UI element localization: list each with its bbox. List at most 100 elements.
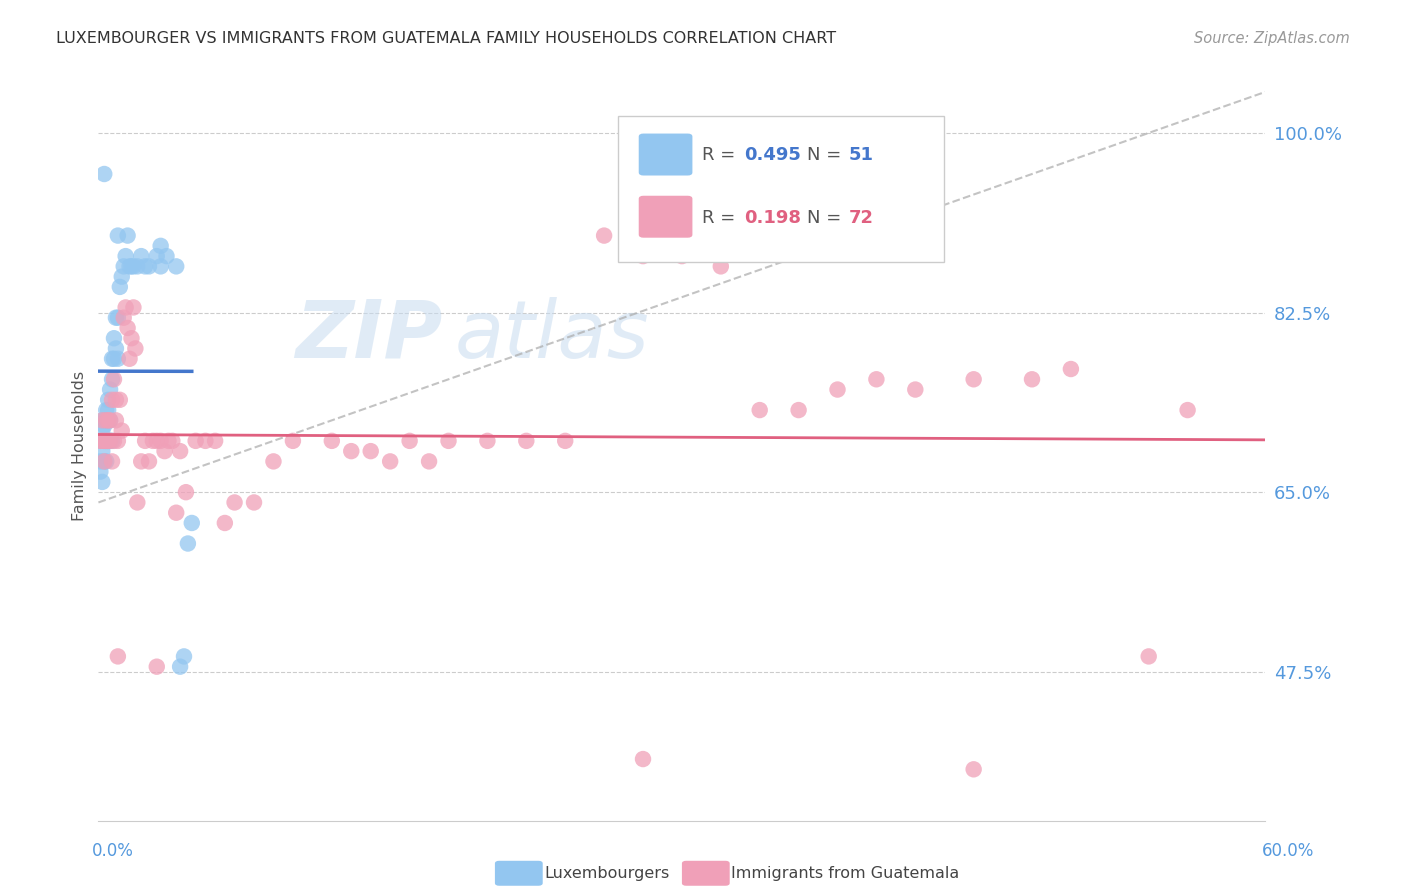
Point	[122, 301, 145, 315]
Point	[962, 762, 984, 776]
Point	[101, 351, 124, 366]
FancyBboxPatch shape	[638, 195, 692, 237]
Point	[104, 310, 127, 325]
Point	[89, 465, 111, 479]
Point	[91, 434, 114, 448]
FancyBboxPatch shape	[638, 134, 692, 176]
Point	[146, 659, 169, 673]
Point	[107, 649, 129, 664]
Point	[129, 454, 152, 468]
Point	[787, 403, 810, 417]
Point	[827, 383, 849, 397]
Point	[93, 454, 115, 468]
Point	[97, 413, 120, 427]
Point	[97, 392, 120, 407]
Point	[111, 269, 134, 284]
Point	[108, 280, 131, 294]
Point	[153, 444, 176, 458]
Point	[515, 434, 537, 448]
Point	[93, 454, 115, 468]
Point	[122, 260, 145, 274]
Point	[93, 434, 115, 448]
Point	[91, 413, 114, 427]
Point	[121, 331, 143, 345]
Point	[157, 434, 180, 448]
Point	[98, 413, 121, 427]
Point	[174, 485, 197, 500]
Text: Luxembourgers: Luxembourgers	[544, 866, 669, 880]
Text: N =: N =	[807, 146, 846, 164]
Point	[162, 434, 184, 448]
Point	[89, 434, 111, 448]
Point	[101, 392, 124, 407]
Point	[180, 516, 202, 530]
Point	[146, 434, 169, 448]
Text: Immigrants from Guatemala: Immigrants from Guatemala	[731, 866, 959, 880]
Point	[169, 444, 191, 458]
Point	[134, 434, 156, 448]
Text: 0.495: 0.495	[744, 146, 800, 164]
Point	[710, 260, 733, 274]
Point	[224, 495, 246, 509]
Point	[93, 434, 115, 448]
Point	[155, 249, 177, 263]
Point	[281, 434, 304, 448]
Point	[149, 434, 172, 448]
Point	[101, 372, 124, 386]
Point	[103, 351, 125, 366]
Point	[97, 434, 120, 448]
Text: N =: N =	[807, 210, 846, 227]
Point	[477, 434, 499, 448]
Point	[146, 249, 169, 263]
Point	[129, 249, 152, 263]
Text: Source: ZipAtlas.com: Source: ZipAtlas.com	[1194, 31, 1350, 46]
Point	[98, 434, 121, 448]
Point	[121, 260, 143, 274]
Point	[97, 434, 120, 448]
Point	[103, 331, 125, 345]
Point	[149, 260, 172, 274]
Point	[107, 228, 129, 243]
Point	[91, 413, 114, 427]
Point	[127, 260, 149, 274]
Point	[418, 454, 440, 468]
Point	[165, 260, 187, 274]
Text: R =: R =	[702, 146, 741, 164]
Point	[89, 434, 111, 448]
Point	[103, 434, 125, 448]
Point	[96, 434, 118, 448]
Text: 0.0%: 0.0%	[91, 842, 134, 860]
Point	[98, 413, 121, 427]
Text: 60.0%: 60.0%	[1263, 842, 1315, 860]
Point	[96, 403, 118, 417]
Point	[962, 372, 984, 386]
Point	[91, 475, 114, 489]
Point	[107, 351, 129, 366]
Point	[117, 321, 139, 335]
Point	[98, 434, 121, 448]
Point	[671, 249, 693, 263]
Point	[380, 454, 402, 468]
Point	[93, 413, 115, 427]
Point	[169, 659, 191, 673]
Text: ZIP: ZIP	[295, 297, 443, 375]
Text: 51: 51	[849, 146, 873, 164]
Point	[91, 444, 114, 458]
Point	[173, 649, 195, 664]
Point	[103, 372, 125, 386]
Point	[904, 383, 927, 397]
Point	[117, 228, 139, 243]
Point	[91, 424, 114, 438]
Point	[142, 434, 165, 448]
Point	[593, 228, 616, 243]
Point	[243, 495, 266, 509]
Point	[93, 418, 115, 433]
Point	[96, 413, 118, 427]
Point	[93, 167, 115, 181]
Point	[554, 434, 576, 448]
Point	[437, 434, 460, 448]
Point	[262, 454, 284, 468]
Point	[89, 454, 111, 468]
Point	[104, 392, 127, 407]
Point	[112, 260, 135, 274]
